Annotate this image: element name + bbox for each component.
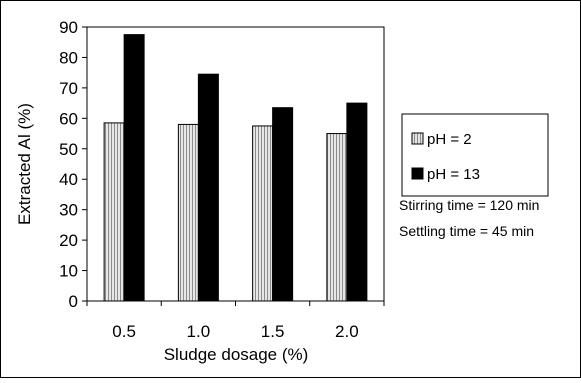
annotation-stirring-time: Stirring time = 120 min (399, 197, 539, 213)
y-tick-label-30: 30 (59, 201, 78, 220)
bar-ph2-1.0 (177, 123, 199, 302)
y-tick-label-90: 90 (59, 18, 78, 37)
y-tick-label-10: 10 (59, 262, 78, 281)
y-tick-label-80: 80 (59, 48, 78, 67)
y-tick-label-60: 60 (59, 109, 78, 128)
legend: pH = 2 pH = 13 (401, 113, 549, 197)
x-tick-label-1.5: 1.5 (261, 322, 285, 341)
x-tick-label-0.5: 0.5 (112, 322, 136, 341)
bar-ph13-1.0 (197, 73, 219, 302)
y-tick-label-0: 0 (69, 292, 78, 311)
y-tick-label-50: 50 (59, 140, 78, 159)
bar-ph2-2.0 (326, 133, 348, 302)
x-tick-label-1.0: 1.0 (187, 322, 211, 341)
bar-ph2-0.5 (103, 122, 125, 302)
y-tick-label-20: 20 (59, 231, 78, 250)
legend-swatch-ph13 (411, 167, 424, 180)
x-axis-title: Sludge dosage (%) (164, 345, 309, 364)
legend-label-ph2: pH = 2 (427, 131, 472, 148)
bar-ph13-1.5 (272, 107, 294, 302)
y-axis-title: Extracted Al (%) (15, 103, 34, 225)
y-tick-label-40: 40 (59, 170, 78, 189)
y-tick-label-70: 70 (59, 79, 78, 98)
x-tick-label-2.0: 2.0 (335, 322, 359, 341)
bar-ph13-2.0 (346, 102, 368, 302)
annotation-settling-time: Settling time = 45 min (399, 223, 534, 239)
bar-ph13-0.5 (123, 34, 145, 302)
legend-box (401, 113, 549, 197)
legend-swatch-ph2 (411, 132, 424, 145)
bar-ph2-1.5 (252, 125, 274, 302)
legend-label-ph13: pH = 13 (427, 166, 480, 183)
